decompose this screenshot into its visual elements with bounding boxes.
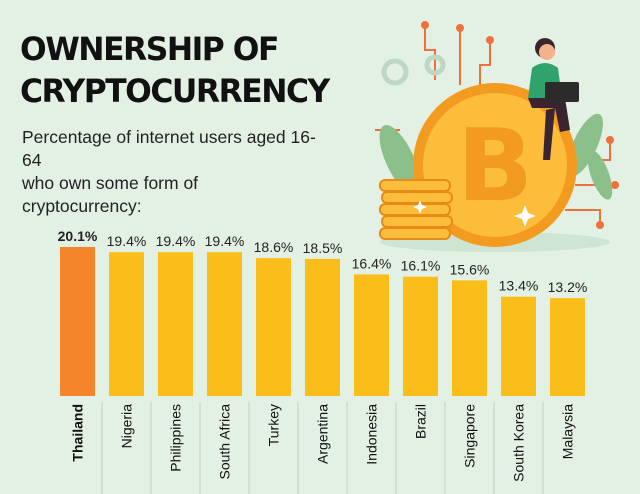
value-label-thailand: 20.1% <box>58 228 98 244</box>
title-line-2: CRYPTOCURRENCY <box>20 72 330 110</box>
category-label-thailand: Thailand <box>70 404 86 462</box>
bar-south-africa <box>207 252 242 396</box>
bar-indonesia <box>354 274 389 396</box>
svg-text:B: B <box>457 107 533 224</box>
value-label-philippines: 19.4% <box>156 233 196 249</box>
value-labels-group: 20.1% 19.4% 19.4% 19.4% 18.6% 18.5% 16.4% 16.1%… <box>58 228 588 295</box>
category-label-philippines: Philippines <box>168 404 184 472</box>
value-label-argentina: 18.5% <box>303 240 343 256</box>
crypto-illustration: B <box>375 21 619 252</box>
subtitle-line-1: Percentage of internet users aged 16-64 <box>22 127 316 170</box>
bar-turkey <box>256 258 291 396</box>
category-label-malaysia: Malaysia <box>560 404 576 459</box>
sparkle-icon <box>413 200 536 227</box>
person-with-laptop-icon <box>528 38 579 160</box>
bar-malaysia <box>550 298 585 396</box>
bar-thailand <box>60 247 95 396</box>
value-label-malaysia: 13.2% <box>548 279 588 295</box>
category-label-nigeria: Nigeria <box>119 404 135 449</box>
value-label-brazil: 16.1% <box>401 258 441 274</box>
category-label-south-africa: South Africa <box>217 404 233 480</box>
category-labels-group: Thailand Nigeria Philippines South Africa Tu… <box>70 402 576 494</box>
bar-argentina <box>305 258 340 396</box>
category-label-brazil: Brazil <box>413 404 429 439</box>
value-label-nigeria: 19.4% <box>107 233 147 249</box>
value-label-indonesia: 16.4% <box>352 255 392 271</box>
value-label-singapore: 15.6% <box>450 261 490 277</box>
bar-singapore <box>452 280 487 396</box>
bar-philippines <box>158 252 193 396</box>
bar-south-korea <box>501 296 536 396</box>
chart-subtitle: Percentage of internet users aged 16-64 … <box>22 126 322 218</box>
value-label-south-korea: 13.4% <box>499 278 539 294</box>
category-label-argentina: Argentina <box>315 404 331 464</box>
gear-icon <box>381 54 446 86</box>
bar-brazil <box>403 276 438 396</box>
title-line-1: OWNERSHIP OF <box>20 30 279 68</box>
category-label-south-korea: South Korea <box>511 404 527 482</box>
category-label-turkey: Turkey <box>266 404 282 446</box>
bitcoin-coin-icon: B <box>413 83 577 247</box>
coin-stack-icon <box>379 179 453 240</box>
bar-nigeria <box>109 252 144 396</box>
chart-title: OWNERSHIP OF CRYPTOCURRENCY <box>20 28 330 112</box>
value-label-turkey: 18.6% <box>254 239 294 255</box>
bars-group <box>60 247 585 396</box>
value-label-south-africa: 19.4% <box>205 233 245 249</box>
category-label-singapore: Singapore <box>462 404 478 468</box>
subtitle-line-2: who own some form of cryptocurrency: <box>22 173 199 216</box>
category-label-indonesia: Indonesia <box>364 404 380 465</box>
